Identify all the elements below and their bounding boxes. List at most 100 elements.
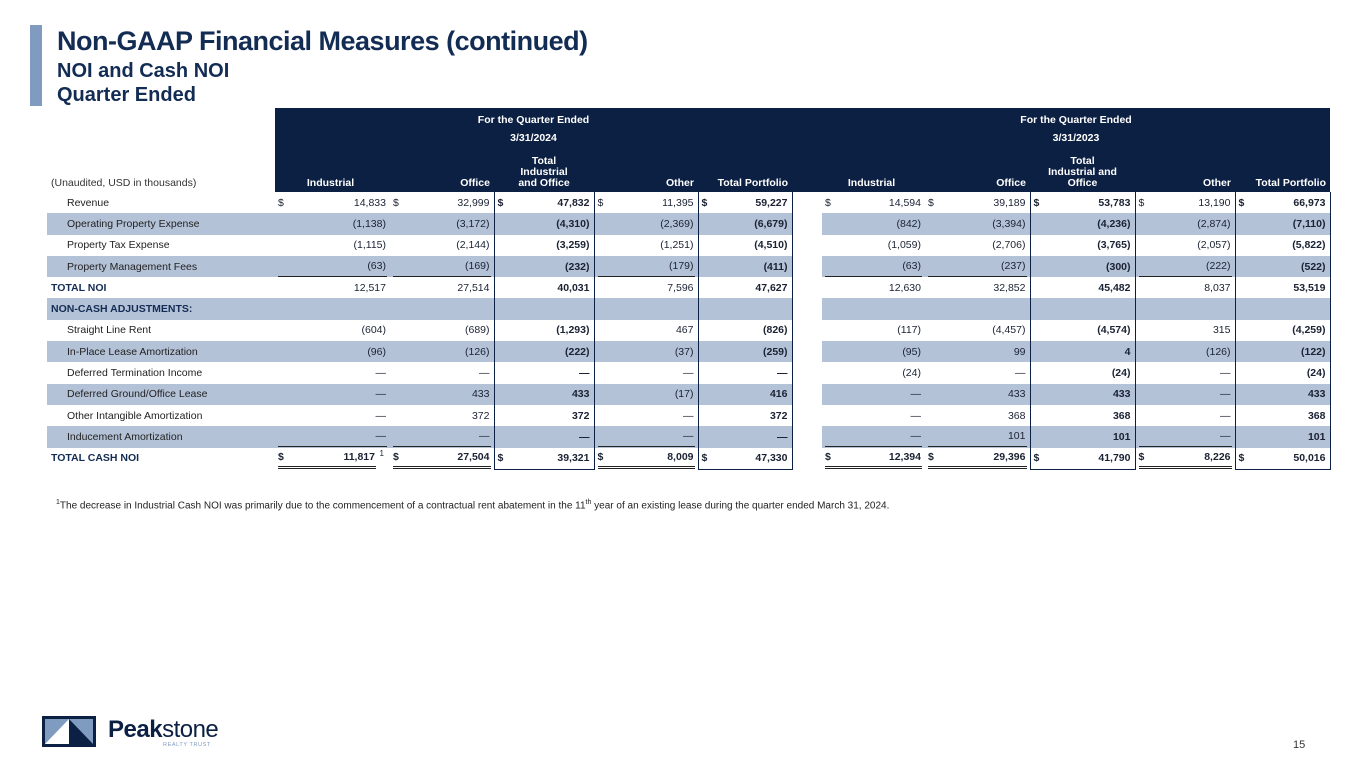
cell-office-2024 (390, 298, 494, 320)
noi-table: For the Quarter Ended For the Quarter En… (47, 108, 1331, 470)
cell-industrial-2023: (1,059) (822, 235, 925, 256)
cell-other-2024: 467 (594, 320, 698, 341)
cell-industrial-2023: (63) (822, 255, 925, 278)
cell-other-2023: — (1135, 383, 1235, 405)
cell-value: (6,679) (754, 217, 788, 230)
cell-total-portfolio-2023: 368 (1234, 404, 1331, 427)
cell-value: (604) (361, 324, 386, 337)
cell-total-portfolio-2023: (522) (1234, 255, 1331, 278)
cell-value: (1,293) (556, 324, 590, 337)
cell-value: 368 (1007, 409, 1026, 422)
currency-symbol: $ (701, 196, 708, 209)
page-number: 15 (1293, 739, 1306, 751)
column-header-office-2024: Office (390, 154, 494, 192)
cell-value: 8,226 (1204, 450, 1231, 463)
column-header-total-industrial-and-office-2023: Total Industrial and Office (1030, 154, 1135, 192)
cell-value: 7,596 (667, 281, 694, 294)
cell-other-2024: 7,596 (594, 277, 698, 298)
currency-symbol: $ (597, 450, 604, 463)
cell-office-2023: (237) (925, 255, 1030, 278)
cell-total-industrial-and-office-2024: $47,832 (493, 192, 595, 214)
cell-industrial-2023: 12,630 (822, 277, 925, 298)
row-label: Revenue (67, 196, 110, 209)
cell-other-2024: (17) (594, 383, 698, 405)
currency-symbol: $ (825, 450, 831, 463)
cell-total-portfolio-2024: — (697, 426, 793, 448)
cell-other-2023: — (1135, 426, 1235, 448)
currency-symbol: $ (701, 452, 708, 465)
cell-total-portfolio-2024: (6,679) (697, 213, 793, 235)
row-label: In-Place Lease Amortization (47, 341, 275, 363)
page-subtitle-period: Quarter Ended (57, 84, 196, 106)
cell-value: 11,395 (662, 196, 694, 209)
row-label: Deferred Ground/Office Lease (47, 383, 275, 405)
cell-value: (689) (464, 324, 490, 337)
cell-value: 32,852 (993, 281, 1026, 294)
cell-value: — (777, 430, 788, 443)
cell-other-2023: 315 (1135, 320, 1235, 341)
cell-value: — (683, 430, 694, 443)
cell-value: (169) (464, 260, 490, 273)
cell-total-portfolio-2024: 372 (697, 404, 793, 427)
cell-value: (4,310) (556, 217, 590, 230)
cell-other-2024: (2,369) (594, 213, 698, 235)
cell-total-industrial-and-office-2024: (1,293) (493, 319, 595, 342)
row-label: TOTAL NOI (51, 281, 107, 294)
cell-industrial-2023: $12,394 (822, 448, 925, 470)
cell-other-2023: (2,874) (1135, 213, 1235, 235)
cell-industrial-2024: — (275, 405, 390, 426)
cell-value: 32,999 (457, 196, 490, 209)
period-date-2024: 3/31/2024 (275, 132, 792, 154)
cell-total-industrial-and-office-2024: 433 (493, 383, 595, 405)
cell-value: 50,016 (1293, 452, 1326, 465)
cell-value: 27,514 (457, 281, 490, 294)
cell-value: 433 (571, 388, 590, 401)
currency-symbol: $ (928, 196, 934, 209)
cell-value: 433 (1007, 388, 1026, 401)
cell-total-portfolio-2023: 433 (1234, 383, 1331, 405)
cell-other-2023: — (1135, 405, 1235, 426)
cell-value: — (1220, 430, 1231, 443)
cell-total-industrial-and-office-2024: (3,259) (493, 234, 595, 256)
cell-total-industrial-and-office-2023 (1029, 298, 1136, 320)
table-row-in-place-lease-amortization: In-Place Lease Amortization (96) (126) (222… (47, 341, 1331, 363)
cell-value: 4 (1124, 345, 1131, 358)
cell-office-2024: $27,504 (390, 448, 494, 470)
cell-value: (17) (674, 388, 694, 401)
cell-value: (2,369) (660, 217, 694, 230)
cell-total-industrial-and-office-2023: 433 (1029, 383, 1136, 405)
cell-office-2023: $39,189 (925, 192, 1030, 213)
cell-value: (237) (1000, 260, 1026, 273)
cell-industrial-2023: (24) (822, 362, 925, 383)
cell-value: — (1220, 409, 1231, 422)
cell-value: (95) (902, 345, 921, 358)
currency-symbol: $ (1033, 196, 1040, 209)
column-header-industrial-2024: Industrial (275, 154, 390, 192)
cell-total-portfolio-2023: (24) (1234, 362, 1331, 384)
cell-value: (4,259) (1292, 324, 1326, 337)
cell-total-portfolio-2024: 416 (697, 383, 793, 405)
cell-value: 467 (675, 324, 694, 337)
column-header-industrial-2023: Industrial (822, 154, 925, 192)
cell-value: 47,330 (755, 452, 788, 465)
footnote-ref: 1 (379, 448, 384, 458)
cell-value: 315 (1212, 324, 1231, 337)
column-header-other-2023: Other (1135, 154, 1235, 192)
cell-total-portfolio-2023 (1234, 298, 1331, 320)
cell-office-2024: (126) (390, 341, 494, 363)
table-row-other-intangible-amortization: Other Intangible Amortization — 372 372 — 372… (47, 404, 1331, 427)
cell-value: 39,189 (993, 196, 1026, 209)
cell-office-2024: $32,999 (390, 192, 494, 213)
row-label: Property Management Fees (47, 255, 275, 278)
cell-total-portfolio-2023: (7,110) (1234, 213, 1331, 235)
cell-total-industrial-and-office-2023: (4,236) (1029, 213, 1136, 235)
currency-symbol: $ (1033, 452, 1040, 465)
cell-industrial-2024: (63) (275, 255, 390, 278)
cell-value: 53,783 (1098, 196, 1131, 209)
cell-office-2023: 99 (925, 341, 1030, 363)
cell-value: 14,594 (888, 196, 921, 209)
table-row-deferred-ground-office-lease: Deferred Ground/Office Lease — 433 433 (17) 4… (47, 383, 1331, 405)
row-label: Property Tax Expense (67, 239, 170, 252)
cell-value: (24) (1306, 367, 1326, 380)
currency-symbol: $ (393, 196, 399, 209)
